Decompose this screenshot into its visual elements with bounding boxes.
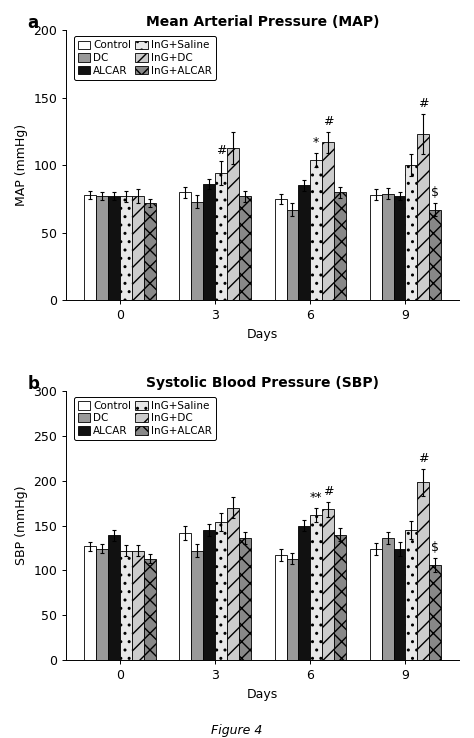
Text: $: $ — [431, 541, 439, 554]
Bar — [144, 203, 155, 300]
Bar — [203, 530, 215, 661]
Y-axis label: MAP (mmHg): MAP (mmHg) — [15, 124, 28, 207]
Bar — [227, 508, 239, 661]
Bar — [108, 196, 120, 300]
Bar — [203, 184, 215, 300]
Text: #: # — [216, 144, 227, 157]
Bar — [84, 546, 96, 661]
Y-axis label: SBP (mmHg): SBP (mmHg) — [15, 486, 28, 565]
Bar — [96, 549, 108, 661]
Title: Mean Arterial Pressure (MAP): Mean Arterial Pressure (MAP) — [146, 15, 380, 30]
Bar — [418, 134, 429, 300]
Bar — [322, 142, 334, 300]
Bar — [132, 196, 144, 300]
Bar — [239, 538, 251, 661]
Bar — [322, 509, 334, 661]
Bar — [191, 551, 203, 661]
Bar — [382, 538, 393, 661]
Text: Figure 4: Figure 4 — [211, 724, 263, 737]
Text: #: # — [323, 485, 333, 498]
Bar — [108, 535, 120, 661]
X-axis label: Days: Days — [247, 688, 278, 701]
Bar — [405, 165, 418, 300]
Bar — [370, 195, 382, 300]
Text: *: * — [313, 136, 319, 149]
Bar — [286, 210, 299, 300]
Bar — [429, 210, 441, 300]
Bar — [382, 193, 393, 300]
Bar — [144, 559, 155, 661]
Bar — [299, 525, 310, 661]
Title: Systolic Blood Pressure (SBP): Systolic Blood Pressure (SBP) — [146, 376, 379, 390]
Bar — [239, 196, 251, 300]
Bar — [310, 514, 322, 661]
Bar — [191, 201, 203, 300]
Bar — [393, 549, 405, 661]
Bar — [180, 533, 191, 661]
Bar — [180, 192, 191, 300]
Bar — [215, 173, 227, 300]
Bar — [418, 483, 429, 661]
Bar — [310, 160, 322, 300]
Bar — [274, 199, 286, 300]
Bar — [132, 551, 144, 661]
Bar — [393, 196, 405, 300]
Bar — [429, 565, 441, 661]
Bar — [299, 185, 310, 300]
Text: a: a — [27, 14, 38, 32]
Bar — [84, 195, 96, 300]
Bar — [120, 196, 132, 300]
Bar — [215, 522, 227, 661]
Text: #: # — [418, 452, 428, 465]
Text: $: $ — [431, 186, 439, 199]
Bar — [274, 555, 286, 661]
Text: **: ** — [310, 491, 322, 503]
Bar — [405, 530, 418, 661]
Legend: Control, DC, ALCAR, InG+Saline, InG+DC, InG+ALCAR: Control, DC, ALCAR, InG+Saline, InG+DC, … — [73, 396, 216, 440]
Bar — [334, 534, 346, 661]
Text: b: b — [27, 375, 39, 393]
Bar — [96, 196, 108, 300]
Bar — [227, 148, 239, 300]
Text: #: # — [418, 97, 428, 110]
Text: #: # — [323, 114, 333, 128]
Bar — [334, 192, 346, 300]
X-axis label: Days: Days — [247, 328, 278, 340]
Bar — [286, 559, 299, 661]
Bar — [370, 549, 382, 661]
Legend: Control, DC, ALCAR, InG+Saline, InG+DC, InG+ALCAR: Control, DC, ALCAR, InG+Saline, InG+DC, … — [73, 36, 216, 80]
Bar — [120, 551, 132, 661]
